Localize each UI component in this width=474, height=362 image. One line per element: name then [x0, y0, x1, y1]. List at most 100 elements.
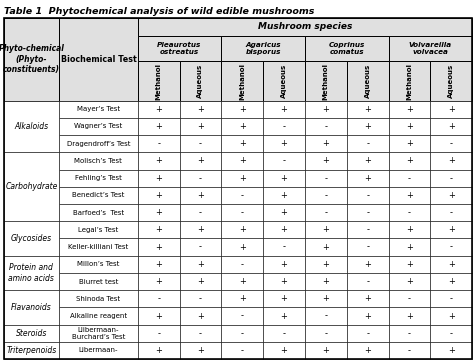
Bar	[180, 256, 221, 273]
Text: +: +	[281, 312, 287, 320]
Bar	[59, 18, 138, 101]
Bar	[305, 62, 346, 101]
Bar	[346, 342, 389, 359]
Bar	[346, 256, 389, 273]
Text: +: +	[406, 243, 413, 252]
Bar	[221, 342, 263, 359]
Text: Keller-killiani Test: Keller-killiani Test	[68, 244, 128, 250]
Bar	[59, 187, 138, 204]
Text: +: +	[448, 260, 455, 269]
Bar	[4, 325, 59, 342]
Text: -: -	[283, 243, 285, 252]
Bar	[4, 290, 59, 325]
Text: +: +	[448, 226, 455, 234]
Text: +: +	[364, 312, 371, 320]
Bar	[221, 290, 263, 307]
Bar	[430, 256, 472, 273]
Bar	[59, 239, 138, 256]
Bar	[180, 342, 221, 359]
Text: +: +	[197, 191, 204, 200]
Text: +: +	[239, 226, 246, 234]
Bar	[346, 290, 389, 307]
Text: -: -	[241, 346, 244, 355]
Text: Llibermaan-
Burchard’s Test: Llibermaan- Burchard’s Test	[72, 327, 125, 340]
Bar	[180, 135, 221, 152]
Text: +: +	[155, 156, 162, 165]
Bar	[59, 118, 138, 135]
Bar	[346, 62, 389, 101]
Bar	[221, 118, 263, 135]
Bar	[263, 118, 305, 135]
Bar	[305, 307, 346, 325]
Text: +: +	[448, 156, 455, 165]
Text: +: +	[364, 122, 371, 131]
Text: -: -	[450, 294, 453, 303]
Bar	[389, 101, 430, 118]
Text: Methanol: Methanol	[406, 63, 412, 100]
Bar	[389, 342, 430, 359]
Text: -: -	[366, 208, 369, 217]
Text: Phyto-chemical
(Phyto-
constituents): Phyto-chemical (Phyto- constituents)	[0, 45, 64, 74]
Text: -: -	[199, 174, 202, 183]
Bar	[346, 204, 389, 221]
Text: +: +	[239, 294, 246, 303]
Text: Millon’s Test: Millon’s Test	[77, 261, 119, 267]
Bar	[4, 342, 59, 359]
Text: Wagner’s Test: Wagner’s Test	[74, 123, 122, 130]
Text: +: +	[281, 294, 287, 303]
Text: +: +	[448, 277, 455, 286]
Text: -: -	[408, 329, 411, 338]
Text: +: +	[281, 105, 287, 114]
Text: +: +	[281, 260, 287, 269]
Text: +: +	[239, 156, 246, 165]
Text: +: +	[281, 191, 287, 200]
Bar	[305, 221, 346, 239]
Text: +: +	[322, 294, 329, 303]
Text: +: +	[197, 277, 204, 286]
Bar	[221, 273, 263, 290]
Bar	[138, 325, 180, 342]
Bar	[430, 307, 472, 325]
Bar	[221, 221, 263, 239]
Bar	[221, 135, 263, 152]
Text: +: +	[406, 191, 413, 200]
Text: +: +	[155, 191, 162, 200]
Bar	[263, 342, 305, 359]
Bar	[430, 101, 472, 118]
Text: +: +	[364, 294, 371, 303]
Text: Alkaloids: Alkaloids	[14, 122, 48, 131]
Bar	[305, 325, 346, 342]
Bar	[180, 273, 221, 290]
Bar	[389, 221, 430, 239]
Bar	[221, 187, 263, 204]
Text: Dragendroff’s Test: Dragendroff’s Test	[67, 141, 130, 147]
Text: -: -	[283, 329, 285, 338]
Bar	[430, 325, 472, 342]
Text: Pleaurotus
ostreatus: Pleaurotus ostreatus	[157, 42, 202, 55]
Bar	[346, 239, 389, 256]
Bar	[4, 152, 59, 221]
Text: +: +	[364, 105, 371, 114]
Text: -: -	[408, 174, 411, 183]
Text: Agaricus
bisporus: Agaricus bisporus	[246, 42, 281, 55]
Text: -: -	[450, 139, 453, 148]
Text: -: -	[450, 243, 453, 252]
Text: Biurret test: Biurret test	[79, 279, 118, 285]
Text: -: -	[450, 329, 453, 338]
Text: Molisch’s Test: Molisch’s Test	[74, 158, 122, 164]
Text: Volvareilla
volvacea: Volvareilla volvacea	[409, 42, 452, 55]
Text: -: -	[241, 208, 244, 217]
Text: -: -	[157, 329, 160, 338]
Bar	[4, 256, 59, 290]
Bar	[59, 256, 138, 273]
Text: -: -	[157, 139, 160, 148]
Text: -: -	[324, 312, 328, 320]
Bar	[430, 169, 472, 187]
Bar	[180, 239, 221, 256]
Text: -: -	[241, 191, 244, 200]
Bar	[305, 342, 346, 359]
Bar	[346, 221, 389, 239]
Bar	[138, 36, 221, 62]
Text: +: +	[239, 277, 246, 286]
Text: +: +	[155, 346, 162, 355]
